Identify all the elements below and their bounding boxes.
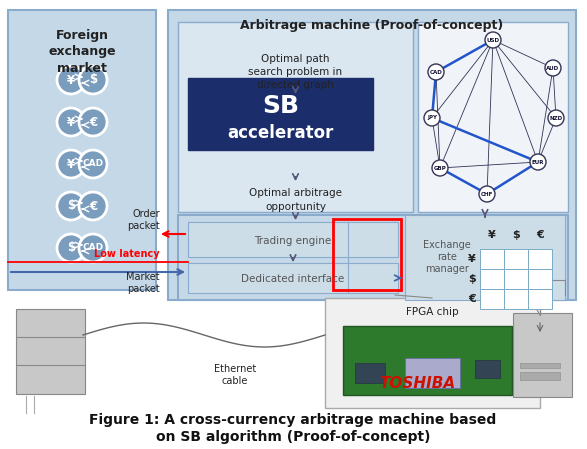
Circle shape xyxy=(530,154,546,170)
FancyBboxPatch shape xyxy=(8,10,156,290)
Text: EUR: EUR xyxy=(532,159,544,164)
Circle shape xyxy=(545,60,561,76)
Bar xyxy=(520,372,560,380)
Text: $: $ xyxy=(512,230,520,240)
Circle shape xyxy=(424,110,440,126)
Text: Dedicated interface: Dedicated interface xyxy=(241,274,345,284)
Circle shape xyxy=(485,32,501,48)
FancyBboxPatch shape xyxy=(188,263,398,293)
Circle shape xyxy=(57,108,85,136)
Circle shape xyxy=(57,66,85,94)
Bar xyxy=(504,249,528,269)
FancyBboxPatch shape xyxy=(188,78,373,150)
Text: USD: USD xyxy=(487,38,500,43)
FancyBboxPatch shape xyxy=(16,365,85,394)
Text: TOSHIBA: TOSHIBA xyxy=(379,375,456,391)
Text: Optimal path
search problem in
directed graph: Optimal path search problem in directed … xyxy=(248,54,343,90)
Bar xyxy=(355,363,385,383)
Text: accelerator: accelerator xyxy=(227,124,333,142)
Text: $: $ xyxy=(67,242,75,255)
Circle shape xyxy=(479,186,495,202)
FancyBboxPatch shape xyxy=(178,215,568,300)
Text: on SB algorithm (Proof-of-concept): on SB algorithm (Proof-of-concept) xyxy=(156,430,430,444)
Text: Arbitrage machine (Proof-of-concept): Arbitrage machine (Proof-of-concept) xyxy=(240,19,504,32)
Text: CAD: CAD xyxy=(82,243,103,252)
Text: JPY: JPY xyxy=(427,115,437,120)
Text: CHF: CHF xyxy=(481,192,493,197)
FancyBboxPatch shape xyxy=(513,313,572,397)
FancyBboxPatch shape xyxy=(188,222,398,257)
Text: Optimal arbitrage
opportunity: Optimal arbitrage opportunity xyxy=(249,189,342,211)
FancyBboxPatch shape xyxy=(418,22,568,212)
FancyBboxPatch shape xyxy=(405,215,565,300)
Text: Order
packet: Order packet xyxy=(127,209,160,231)
FancyBboxPatch shape xyxy=(16,337,85,366)
FancyBboxPatch shape xyxy=(343,326,512,395)
Circle shape xyxy=(79,66,107,94)
Text: Low latency: Low latency xyxy=(95,249,160,259)
Text: ¥: ¥ xyxy=(67,115,75,128)
Text: Ethernet
cable: Ethernet cable xyxy=(214,364,256,386)
Circle shape xyxy=(428,64,444,80)
Text: ¥: ¥ xyxy=(468,254,476,264)
Text: ¥: ¥ xyxy=(488,230,496,240)
Bar xyxy=(475,360,500,378)
Text: AUD: AUD xyxy=(546,66,559,70)
Circle shape xyxy=(79,192,107,220)
FancyBboxPatch shape xyxy=(16,309,85,338)
Text: NZD: NZD xyxy=(549,115,562,120)
Bar xyxy=(528,289,552,309)
Text: ¥: ¥ xyxy=(67,74,75,87)
Circle shape xyxy=(548,110,564,126)
Text: €: € xyxy=(536,230,544,240)
Bar xyxy=(405,358,460,388)
Circle shape xyxy=(57,192,85,220)
Circle shape xyxy=(57,150,85,178)
Text: €: € xyxy=(89,199,97,212)
Bar xyxy=(528,249,552,269)
Bar xyxy=(480,249,504,269)
Circle shape xyxy=(79,234,107,262)
FancyBboxPatch shape xyxy=(325,298,540,408)
Bar xyxy=(480,289,504,309)
Text: CAD: CAD xyxy=(430,70,443,75)
Text: Foreign
exchange
market: Foreign exchange market xyxy=(48,29,116,75)
Text: Exchange
rate
manager: Exchange rate manager xyxy=(423,240,471,274)
Bar xyxy=(504,289,528,309)
Text: GBP: GBP xyxy=(434,166,446,171)
Text: Market
packet: Market packet xyxy=(126,272,160,294)
Text: €: € xyxy=(89,115,97,128)
Circle shape xyxy=(79,150,107,178)
FancyBboxPatch shape xyxy=(178,22,413,212)
Circle shape xyxy=(432,160,448,176)
Text: $: $ xyxy=(468,274,476,284)
Bar xyxy=(480,269,504,289)
Text: CAD: CAD xyxy=(82,159,103,168)
Bar xyxy=(528,269,552,289)
Circle shape xyxy=(79,108,107,136)
Text: $: $ xyxy=(67,199,75,212)
Text: $: $ xyxy=(89,74,97,87)
Text: Figure 1: A cross-currency arbitrage machine based: Figure 1: A cross-currency arbitrage mac… xyxy=(89,413,497,427)
Bar xyxy=(520,363,560,368)
Text: Trading engine: Trading engine xyxy=(254,235,332,246)
FancyBboxPatch shape xyxy=(168,10,576,300)
Text: SB: SB xyxy=(262,94,299,118)
Text: €: € xyxy=(468,294,476,304)
Circle shape xyxy=(57,234,85,262)
Bar xyxy=(504,269,528,289)
Text: FPGA chip: FPGA chip xyxy=(406,307,459,317)
Text: ¥: ¥ xyxy=(67,158,75,171)
